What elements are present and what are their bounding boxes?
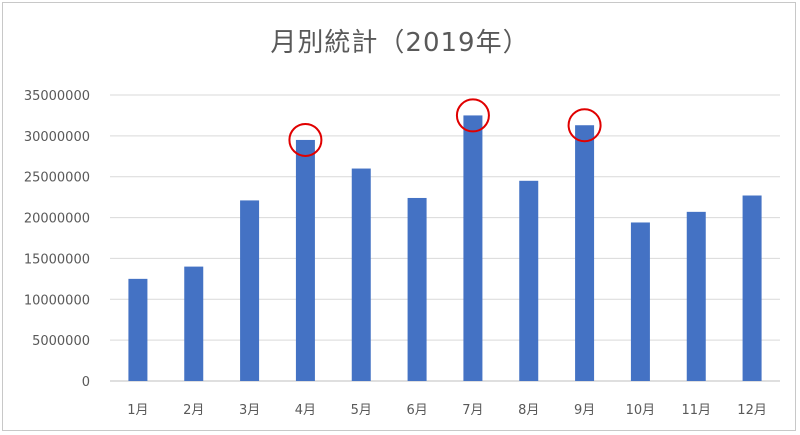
x-tick-label: 11月 bbox=[681, 403, 711, 418]
x-tick-label: 5月 bbox=[351, 403, 372, 418]
x-tick-label: 10月 bbox=[626, 403, 656, 418]
y-tick-label: 30000000 bbox=[24, 130, 90, 145]
highlight-circle bbox=[567, 108, 602, 143]
y-tick-label: 0 bbox=[82, 375, 90, 390]
x-tick-label: 6月 bbox=[406, 403, 427, 418]
x-tick-label: 7月 bbox=[462, 403, 483, 418]
chart-title: 月別統計（2019年） bbox=[270, 28, 530, 58]
bar bbox=[742, 195, 762, 381]
bar bbox=[128, 278, 148, 381]
x-tick-label: 8月 bbox=[518, 403, 539, 418]
bar bbox=[240, 200, 260, 381]
bar bbox=[519, 180, 539, 381]
highlight-circle bbox=[455, 98, 490, 133]
bar bbox=[407, 197, 427, 381]
highlight-circle bbox=[288, 122, 323, 157]
bar bbox=[184, 266, 204, 381]
bar bbox=[686, 211, 706, 381]
x-tick-label: 4月 bbox=[295, 403, 316, 418]
y-tick-label: 15000000 bbox=[24, 252, 90, 267]
y-tick-label: 10000000 bbox=[24, 293, 90, 308]
bar bbox=[295, 139, 315, 381]
y-tick-label: 20000000 bbox=[24, 212, 90, 227]
x-tick-label: 9月 bbox=[574, 403, 595, 418]
bar bbox=[630, 222, 650, 381]
x-tick-label: 2月 bbox=[183, 403, 204, 418]
x-tick-label: 1月 bbox=[127, 403, 148, 418]
bar bbox=[463, 115, 483, 381]
bar bbox=[351, 168, 371, 381]
y-tick-label: 25000000 bbox=[24, 171, 90, 186]
y-tick-label: 5000000 bbox=[32, 334, 90, 349]
bar bbox=[575, 125, 595, 381]
x-tick-label: 3月 bbox=[239, 403, 260, 418]
y-tick-label: 35000000 bbox=[24, 89, 90, 104]
x-tick-label: 12月 bbox=[737, 403, 767, 418]
